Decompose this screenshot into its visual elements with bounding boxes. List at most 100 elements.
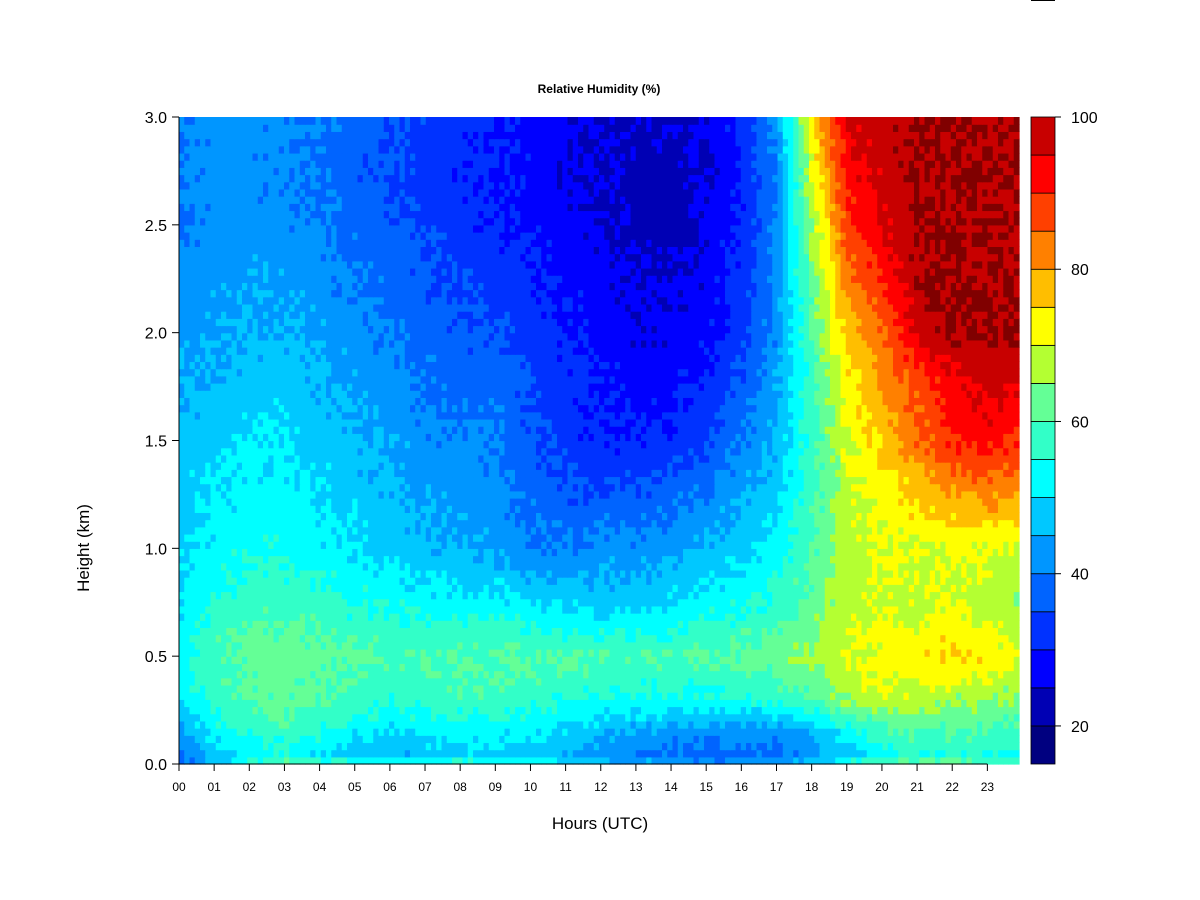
heatmap-cell xyxy=(184,735,191,744)
heatmap-cell xyxy=(735,541,742,549)
heatmap-cell xyxy=(431,728,437,736)
heatmap-cell xyxy=(236,684,243,693)
heatmap-cell xyxy=(257,620,264,629)
heatmap-cell xyxy=(315,627,322,636)
heatmap-cell xyxy=(289,584,296,593)
heatmap-cell xyxy=(336,706,343,715)
heatmap-cell xyxy=(326,634,332,643)
heatmap-cell xyxy=(362,548,369,557)
heatmap-cell xyxy=(945,641,952,650)
heatmap-cell xyxy=(326,706,332,715)
heatmap-cell xyxy=(987,562,994,571)
heatmap-cell xyxy=(557,562,563,571)
heatmap-cell xyxy=(824,605,831,614)
heatmap-cell xyxy=(410,584,416,593)
heatmap-cell xyxy=(494,742,500,751)
heatmap-cell xyxy=(326,613,332,621)
heatmap-cell xyxy=(782,720,789,729)
heatmap-cell xyxy=(861,548,868,557)
heatmap-cell xyxy=(478,699,485,708)
heatmap-cell xyxy=(536,598,542,607)
heatmap-cell xyxy=(378,634,385,643)
heatmap-cell xyxy=(840,598,847,607)
heatmap-cell xyxy=(719,569,726,578)
heatmap-cell xyxy=(751,569,758,578)
heatmap-cell xyxy=(483,541,490,549)
heatmap-cell xyxy=(798,663,805,672)
heatmap-cell xyxy=(761,569,768,578)
heatmap-cell xyxy=(777,706,784,715)
heatmap-cell xyxy=(656,627,663,636)
heatmap-cell xyxy=(509,648,516,657)
heatmap-cell xyxy=(289,713,296,722)
heatmap-cell xyxy=(982,541,989,549)
heatmap-cell xyxy=(641,742,647,751)
heatmap-cell xyxy=(651,562,658,571)
heatmap-cell xyxy=(236,541,243,549)
heatmap-cell xyxy=(662,749,668,758)
heatmap-cell xyxy=(352,569,359,578)
heatmap-cell xyxy=(667,577,674,585)
heatmap-cell xyxy=(189,555,196,564)
heatmap-cell xyxy=(567,555,574,564)
heatmap-cell xyxy=(635,634,642,643)
heatmap-cell xyxy=(410,648,416,657)
heatmap-cell xyxy=(336,699,343,708)
heatmap-cell xyxy=(845,699,852,708)
heatmap-cell xyxy=(352,728,359,736)
heatmap-cell xyxy=(221,749,227,758)
heatmap-cell xyxy=(898,641,905,650)
heatmap-cell xyxy=(693,548,700,557)
heatmap-cell xyxy=(315,613,322,621)
heatmap-cell xyxy=(242,677,248,686)
heatmap-cell xyxy=(940,720,947,729)
heatmap-cell xyxy=(210,598,217,607)
heatmap-cell xyxy=(625,706,632,715)
heatmap-cell xyxy=(704,656,710,664)
heatmap-cell xyxy=(735,648,742,657)
heatmap-cell xyxy=(268,569,275,578)
heatmap-cell xyxy=(672,735,679,744)
heatmap-cell xyxy=(662,562,668,571)
heatmap-cell xyxy=(793,720,800,729)
heatmap-cell xyxy=(609,577,616,585)
heatmap-cell xyxy=(887,569,894,578)
heatmap-cell xyxy=(698,541,705,549)
heatmap-cell xyxy=(751,548,758,557)
heatmap-cell xyxy=(788,598,794,607)
heatmap-cell xyxy=(982,613,989,621)
heatmap-cell xyxy=(215,627,222,636)
heatmap-cell xyxy=(546,670,553,679)
heatmap-cell xyxy=(299,756,306,765)
heatmap-cell xyxy=(620,648,626,657)
heatmap-cell xyxy=(273,720,280,729)
heatmap-cell xyxy=(851,706,857,715)
heatmap-cell xyxy=(478,692,485,700)
heatmap-cell xyxy=(242,577,248,585)
heatmap-cell xyxy=(971,634,978,643)
heatmap-cell xyxy=(667,548,674,557)
heatmap-cell xyxy=(908,670,915,679)
heatmap-cell xyxy=(861,756,868,765)
heatmap-cell xyxy=(898,720,905,729)
heatmap-cell xyxy=(1003,620,1010,629)
heatmap-cell xyxy=(252,598,259,607)
heatmap-cell xyxy=(945,749,952,758)
heatmap-cell xyxy=(462,713,469,722)
heatmap-cell xyxy=(268,577,275,585)
heatmap-cell xyxy=(509,728,516,736)
heatmap-cell xyxy=(467,663,474,672)
heatmap-cell xyxy=(551,735,558,744)
heatmap-cell xyxy=(362,713,369,722)
heatmap-cell xyxy=(893,641,899,650)
heatmap-cell xyxy=(373,605,380,614)
heatmap-cell xyxy=(389,591,395,600)
heatmap-cell xyxy=(725,728,731,736)
heatmap-cell xyxy=(572,749,579,758)
heatmap-cell xyxy=(562,541,569,549)
heatmap-cell xyxy=(635,541,642,549)
heatmap-cell xyxy=(819,670,826,679)
heatmap-cell xyxy=(609,620,616,629)
heatmap-cell xyxy=(966,720,973,729)
heatmap-cell xyxy=(546,555,553,564)
